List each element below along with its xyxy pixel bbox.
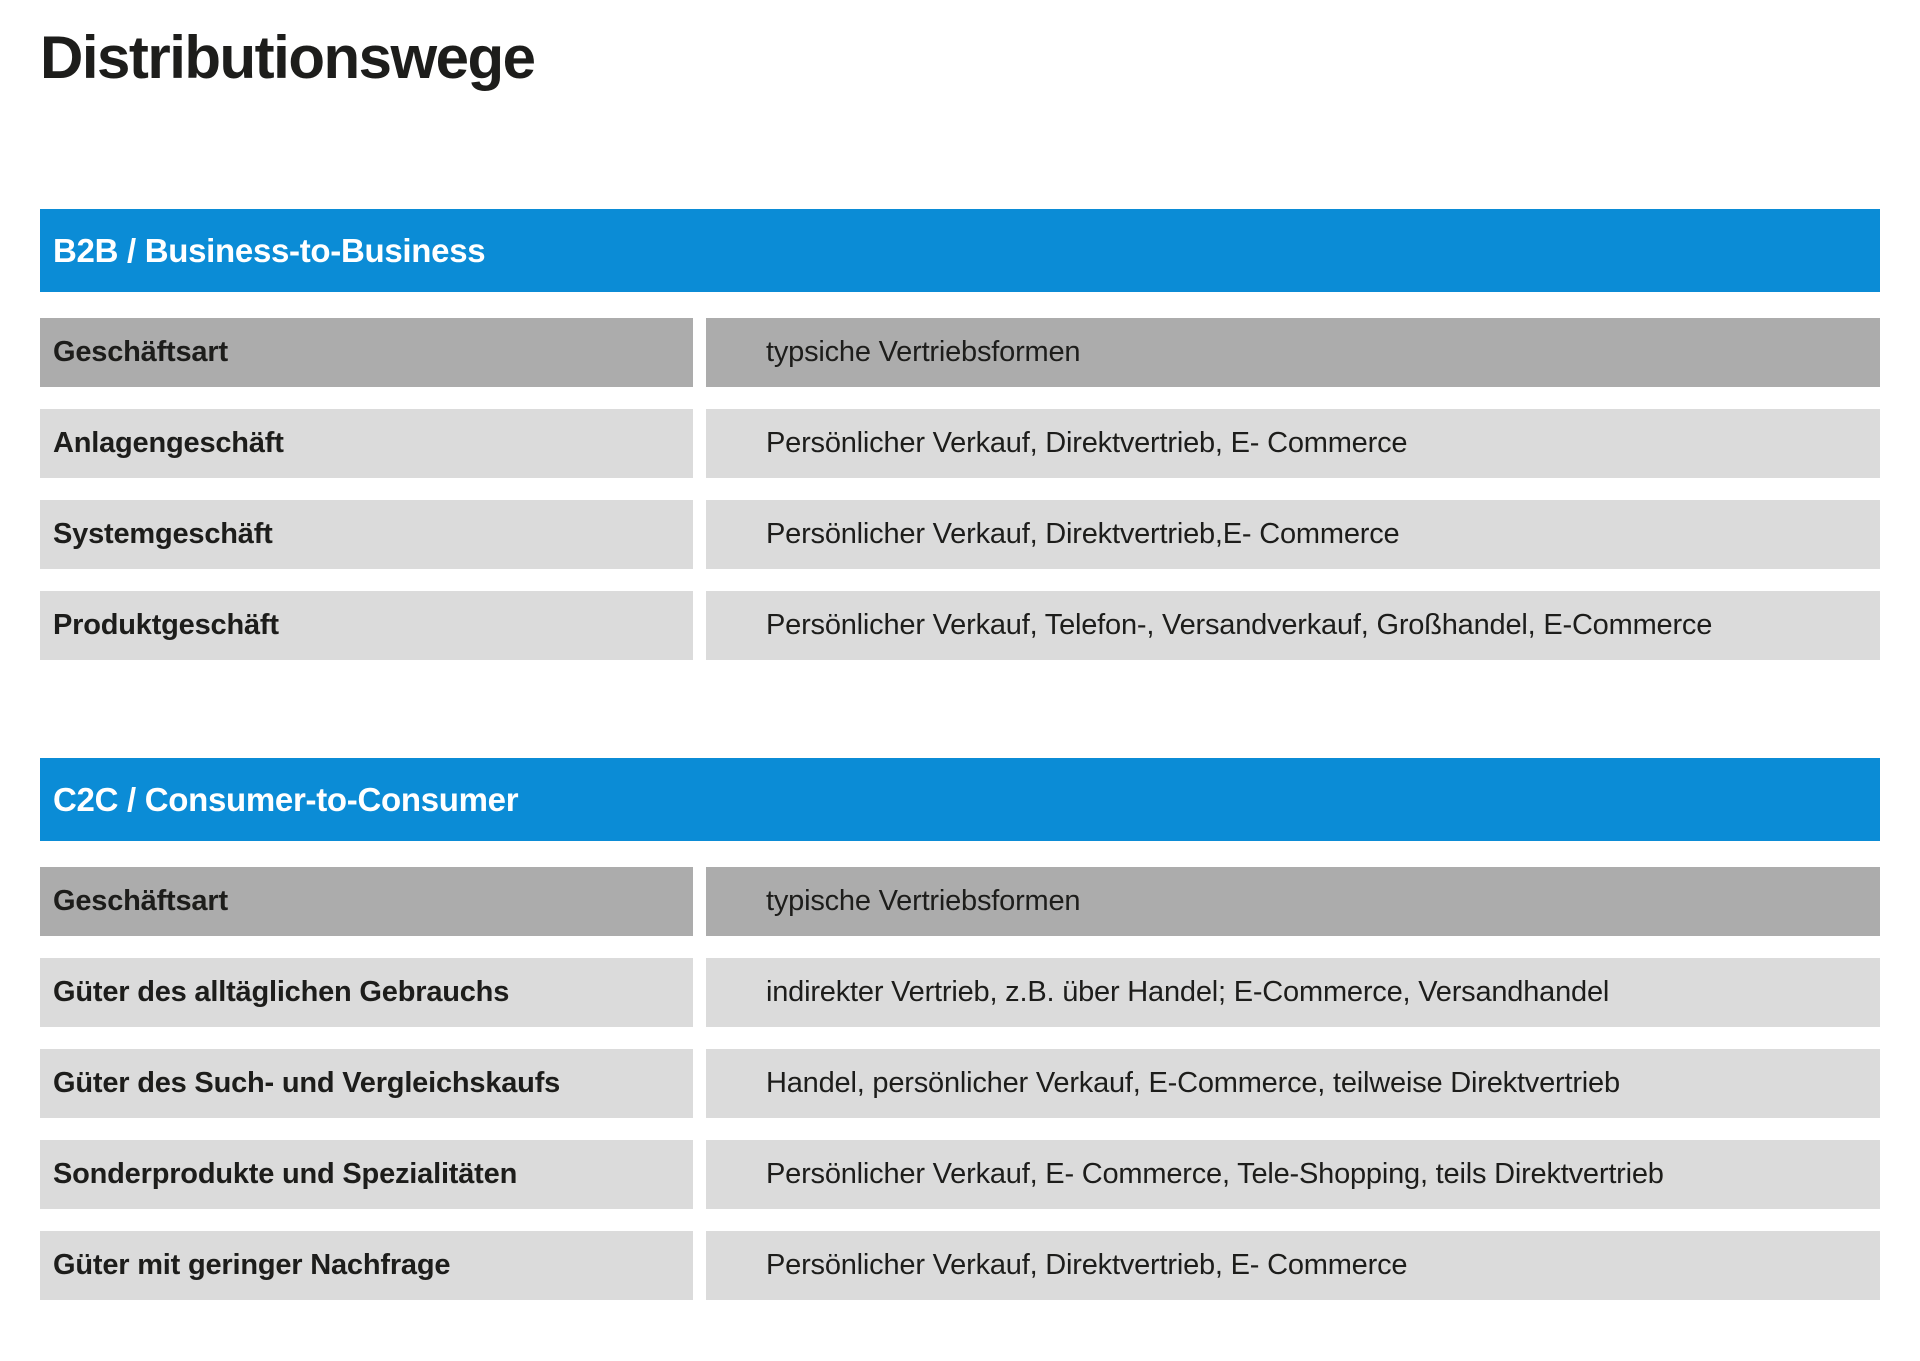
section-b2b-title: B2B / Business-to-Business: [53, 231, 486, 269]
section-c2c-title: C2C / Consumer-to-Consumer: [53, 780, 519, 818]
c2c-column-header-vertriebsformen: typische Vertriebsformen: [706, 867, 1880, 936]
b2b-row-value-anlagengeschaeft: Persönlicher Verkauf, Direktvertrieb, E-…: [706, 409, 1880, 478]
c2c-row-value-alltaeglicher-gebrauch: indirekter Vertrieb, z.B. über Handel; E…: [706, 958, 1880, 1027]
c2c-row-value-such-vergleichskauf: Handel, persönlicher Verkauf, E-Commerce…: [706, 1049, 1880, 1118]
c2c-row-label-sonderprodukte: Sonderprodukte und Spezialitäten: [40, 1140, 693, 1209]
b2b-row-value-produktgeschaeft: Persönlicher Verkauf, Telefon-, Versandv…: [706, 591, 1880, 660]
c2c-row-value-geringe-nachfrage: Persönlicher Verkauf, Direktvertrieb, E-…: [706, 1231, 1880, 1300]
page-content: Distributionswege B2B / Business-to-Busi…: [0, 28, 1920, 1300]
section-b2b-header-bar: B2B / Business-to-Business: [40, 209, 1880, 292]
c2c-row-label-such-vergleichskauf: Güter des Such- und Vergleichskaufs: [40, 1049, 693, 1118]
b2b-column-header-vertriebsformen: typsiche Vertriebsformen: [706, 318, 1880, 387]
section-b2b: B2B / Business-to-Business Geschäftsart …: [40, 209, 1880, 660]
c2c-row-label-geringe-nachfrage: Güter mit geringer Nachfrage: [40, 1231, 693, 1300]
section-c2c-header-bar: C2C / Consumer-to-Consumer: [40, 758, 1880, 841]
c2c-row-label-alltaeglicher-gebrauch: Güter des alltäglichen Gebrauchs: [40, 958, 693, 1027]
c2c-column-header-geschaeftsart: Geschäftsart: [40, 867, 693, 936]
section-c2c: C2C / Consumer-to-Consumer Geschäftsart …: [40, 758, 1880, 1300]
c2c-row-value-sonderprodukte: Persönlicher Verkauf, E- Commerce, Tele-…: [706, 1140, 1880, 1209]
b2b-row-value-systemgeschaeft: Persönlicher Verkauf, Direktvertrieb,E- …: [706, 500, 1880, 569]
b2b-row-label-anlagengeschaeft: Anlagengeschäft: [40, 409, 693, 478]
table-b2b: Geschäftsart typsiche Vertriebsformen An…: [40, 318, 1880, 660]
table-c2c: Geschäftsart typische Vertriebsformen Gü…: [40, 867, 1880, 1300]
b2b-column-header-geschaeftsart: Geschäftsart: [40, 318, 693, 387]
b2b-row-label-produktgeschaeft: Produktgeschäft: [40, 591, 693, 660]
page-title: Distributionswege: [40, 24, 536, 91]
b2b-row-label-systemgeschaeft: Systemgeschäft: [40, 500, 693, 569]
